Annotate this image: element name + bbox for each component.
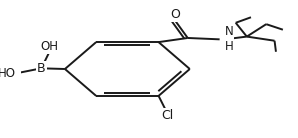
- Text: N
H: N H: [225, 25, 233, 53]
- Text: Cl: Cl: [161, 109, 173, 122]
- Text: B: B: [37, 62, 46, 75]
- Text: HO: HO: [0, 67, 16, 80]
- Text: O: O: [170, 8, 180, 21]
- Text: OH: OH: [40, 40, 58, 53]
